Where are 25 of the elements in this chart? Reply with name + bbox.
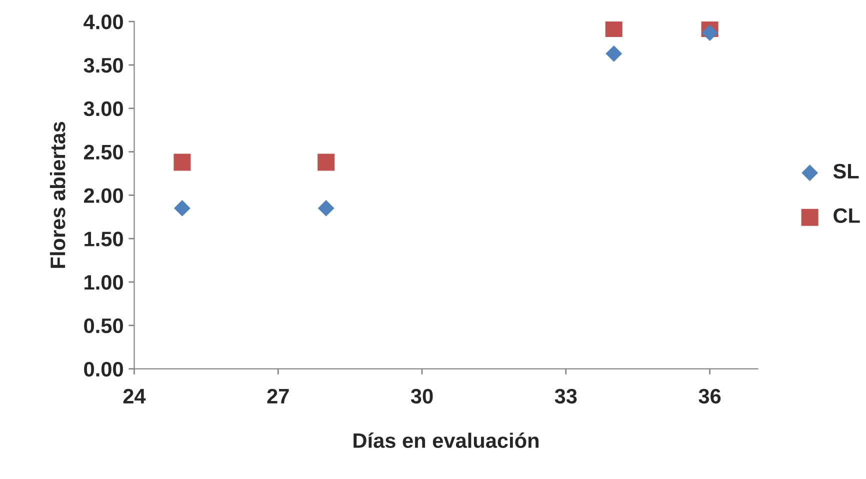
y-tick-label: 0.00 (84, 362, 123, 377)
x-tick-label: 33 (554, 388, 577, 404)
x-tick-label: 30 (410, 388, 433, 404)
y-tick-label: 0.50 (84, 318, 123, 334)
x-tick-label: 24 (123, 388, 146, 404)
y-tick-label: 2.00 (84, 188, 123, 203)
point (174, 200, 190, 216)
y-tick-label: 4.00 (84, 14, 123, 30)
y-tick-label: 3.00 (84, 101, 123, 116)
x-tick-label: 27 (267, 388, 289, 404)
y-tick-label: 1.00 (84, 275, 123, 290)
x-axis-title: Días en evaluación (354, 432, 538, 448)
point (605, 22, 622, 38)
point (318, 154, 335, 171)
point (174, 154, 191, 171)
point (318, 200, 334, 216)
y-tick-label: 1.50 (84, 232, 123, 246)
legend-label: CL (834, 208, 860, 223)
legend-label: SL (833, 164, 859, 179)
y-axis-title: Flores abiertas (50, 122, 66, 268)
y-tick-label: 3.50 (84, 58, 123, 73)
point (606, 45, 622, 62)
x-tick-label: 36 (698, 388, 721, 404)
y-tick-label: 2.50 (84, 144, 123, 160)
point (702, 24, 718, 42)
